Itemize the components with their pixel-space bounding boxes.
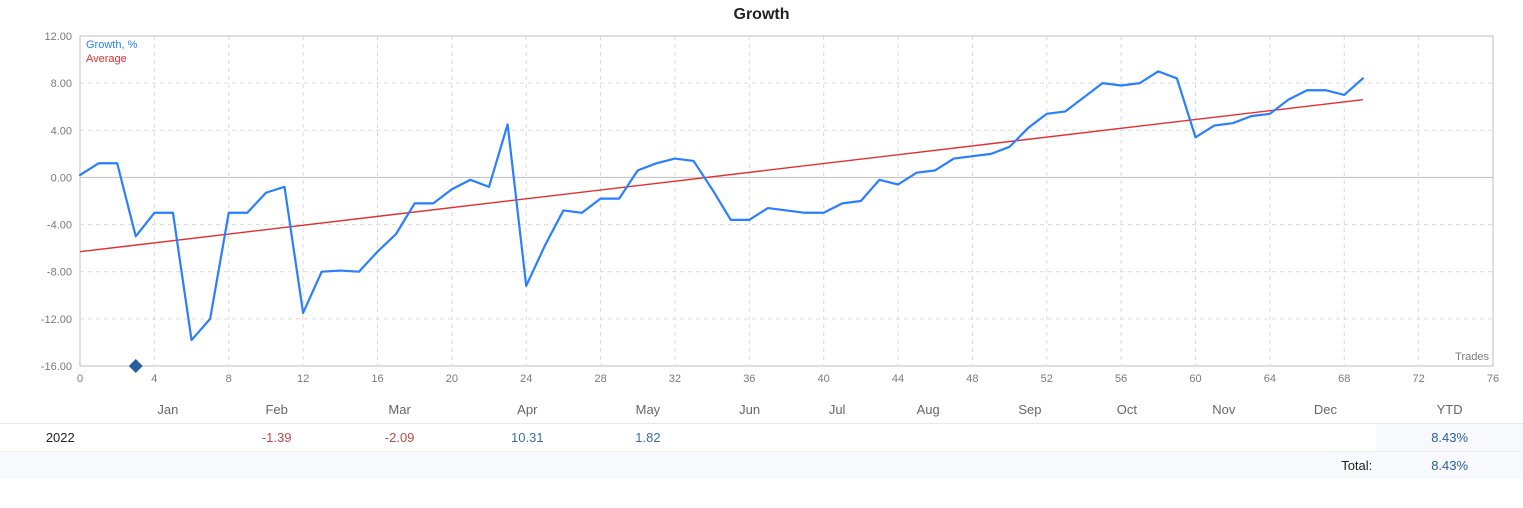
svg-text:4.00: 4.00 — [51, 125, 72, 137]
svg-text:56: 56 — [1115, 373, 1127, 385]
chart-title: Growth — [0, 0, 1523, 26]
month-header: Jun — [702, 396, 797, 424]
month-header: Nov — [1173, 396, 1275, 424]
svg-text:8: 8 — [226, 373, 232, 385]
month-value: -2.09 — [338, 424, 461, 452]
svg-text:76: 76 — [1487, 373, 1499, 385]
year-cell: 2022 — [0, 424, 121, 452]
monthly-returns-table: JanFebMarAprMayJunJulAugSepOctNovDecYTD … — [0, 396, 1523, 479]
svg-text:16: 16 — [371, 373, 383, 385]
svg-text:-12.00: -12.00 — [41, 314, 72, 326]
svg-text:32: 32 — [669, 373, 681, 385]
growth-panel: Growth -16.00 -12.00 -8.00 -4.00 0.00 4.00 8.0… — [0, 0, 1523, 508]
total-value: 8.43% — [1376, 452, 1523, 480]
svg-text:36: 36 — [743, 373, 755, 385]
chart-area: -16.00 -12.00 -8.00 -4.00 0.00 4.00 8.00 12.00 0… — [0, 26, 1523, 396]
month-header: Mar — [338, 396, 461, 424]
table-row: 2022 -1.39-2.0910.311.82 8.43% — [0, 424, 1523, 452]
svg-text:52: 52 — [1041, 373, 1053, 385]
month-value: -1.39 — [215, 424, 338, 452]
svg-text:24: 24 — [520, 373, 532, 385]
svg-text:0: 0 — [77, 373, 83, 385]
month-value: 10.31 — [461, 424, 593, 452]
month-header: Sep — [979, 396, 1081, 424]
month-value — [877, 424, 979, 452]
month-header: Oct — [1081, 396, 1173, 424]
svg-text:20: 20 — [446, 373, 458, 385]
svg-text:60: 60 — [1189, 373, 1201, 385]
svg-text:28: 28 — [594, 373, 606, 385]
total-label: Total: — [0, 452, 1376, 480]
month-value — [121, 424, 216, 452]
svg-text:48: 48 — [966, 373, 978, 385]
svg-text:Trades: Trades — [1455, 351, 1489, 363]
year-header — [0, 396, 121, 424]
month-value — [1081, 424, 1173, 452]
svg-text:4: 4 — [151, 373, 157, 385]
month-header: Apr — [461, 396, 593, 424]
month-header: Dec — [1275, 396, 1377, 424]
svg-text:-4.00: -4.00 — [47, 220, 72, 232]
ytd-header: YTD — [1376, 396, 1523, 424]
month-header: Aug — [877, 396, 979, 424]
svg-text:-8.00: -8.00 — [47, 267, 72, 279]
svg-text:68: 68 — [1338, 373, 1350, 385]
svg-text:-16.00: -16.00 — [41, 361, 72, 373]
month-value — [979, 424, 1081, 452]
svg-text:72: 72 — [1413, 373, 1425, 385]
month-value — [702, 424, 797, 452]
svg-text:12.00: 12.00 — [44, 31, 72, 43]
ytd-value: 8.43% — [1376, 424, 1523, 452]
month-header: Jul — [797, 396, 877, 424]
svg-text:Growth, %: Growth, % — [86, 39, 138, 51]
month-header: Feb — [215, 396, 338, 424]
month-header: Jan — [121, 396, 216, 424]
svg-text:64: 64 — [1264, 373, 1276, 385]
svg-text:Average: Average — [86, 53, 127, 65]
svg-text:40: 40 — [818, 373, 830, 385]
month-value: 1.82 — [594, 424, 703, 452]
svg-text:8.00: 8.00 — [51, 78, 72, 90]
total-row: Total:8.43% — [0, 452, 1523, 480]
month-value — [1173, 424, 1275, 452]
svg-text:12: 12 — [297, 373, 309, 385]
svg-text:0.00: 0.00 — [51, 172, 72, 184]
month-value — [797, 424, 877, 452]
month-value — [1275, 424, 1377, 452]
month-header: May — [594, 396, 703, 424]
svg-text:44: 44 — [892, 373, 904, 385]
growth-chart-svg: -16.00 -12.00 -8.00 -4.00 0.00 4.00 8.00 12.00 0… — [0, 26, 1523, 396]
